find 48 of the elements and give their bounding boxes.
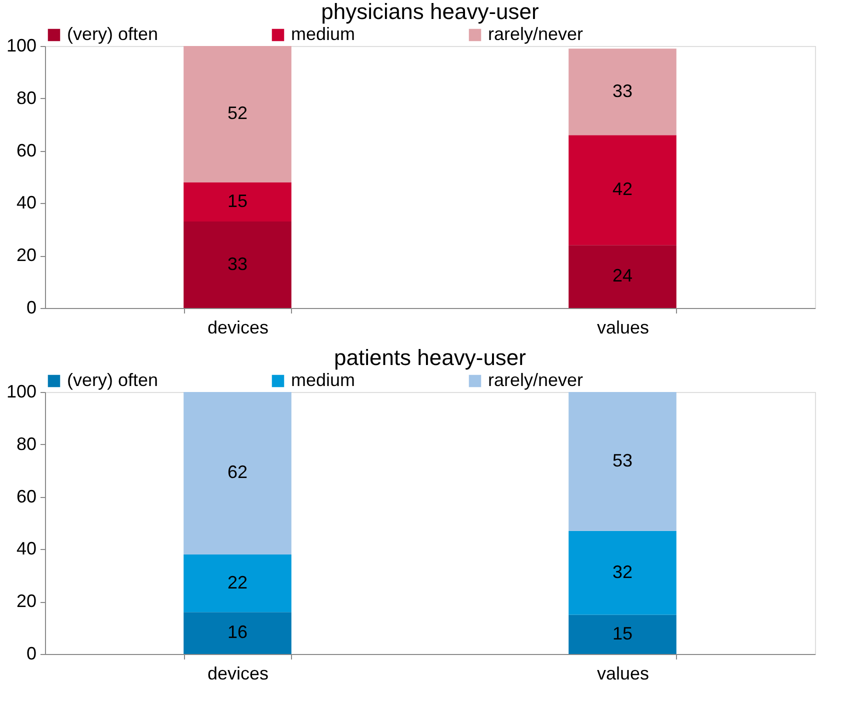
data-label: 15 xyxy=(227,190,248,211)
y-tick-label: 0 xyxy=(26,644,36,664)
data-label: 22 xyxy=(227,572,248,592)
bar xyxy=(568,614,676,654)
bar xyxy=(568,245,676,308)
bar xyxy=(568,530,676,615)
y-tick-label: 100 xyxy=(6,36,36,56)
legend-label: medium xyxy=(291,24,356,44)
data-label: 24 xyxy=(612,266,633,286)
bar xyxy=(184,392,292,554)
data-label: 32 xyxy=(612,562,633,582)
y-tick-label: 20 xyxy=(16,245,36,266)
bar xyxy=(184,222,292,308)
x-tick-label: values xyxy=(596,318,650,338)
legend-label: rarely/never xyxy=(488,24,584,44)
chart-title: physicians heavy-user xyxy=(321,0,539,24)
data-label: 42 xyxy=(612,179,633,200)
data-label: 15 xyxy=(612,623,633,644)
y-tick-label: 0 xyxy=(26,298,36,318)
x-tick-label: devices xyxy=(207,664,269,684)
bar xyxy=(568,135,676,246)
y-tick-label: 20 xyxy=(16,591,36,612)
data-label: 33 xyxy=(227,254,248,274)
x-tick-label: values xyxy=(596,664,650,684)
data-label: 62 xyxy=(227,462,248,482)
y-tick-label: 60 xyxy=(16,140,36,160)
bar xyxy=(184,46,292,182)
legend-label: rarely/never xyxy=(488,370,584,390)
y-tick-label: 60 xyxy=(16,486,36,506)
data-label: 16 xyxy=(227,622,248,642)
legend-label: (very) often xyxy=(67,370,158,390)
y-tick-label: 100 xyxy=(6,382,36,402)
chart-title: patients heavy-user xyxy=(334,345,526,370)
legend-label: medium xyxy=(291,370,356,390)
bar xyxy=(184,554,292,612)
y-tick-label: 40 xyxy=(16,538,36,559)
y-tick-label: 80 xyxy=(16,434,36,454)
x-tick-label: devices xyxy=(207,318,269,338)
data-label: 53 xyxy=(612,450,633,470)
y-tick-label: 80 xyxy=(16,88,36,108)
bar xyxy=(184,612,292,654)
bar xyxy=(184,182,292,222)
data-label: 52 xyxy=(227,103,248,124)
legend-label: (very) often xyxy=(67,24,158,44)
bar xyxy=(568,392,676,531)
y-tick-label: 40 xyxy=(16,192,36,213)
data-label: 33 xyxy=(612,80,633,101)
bar xyxy=(568,48,676,136)
